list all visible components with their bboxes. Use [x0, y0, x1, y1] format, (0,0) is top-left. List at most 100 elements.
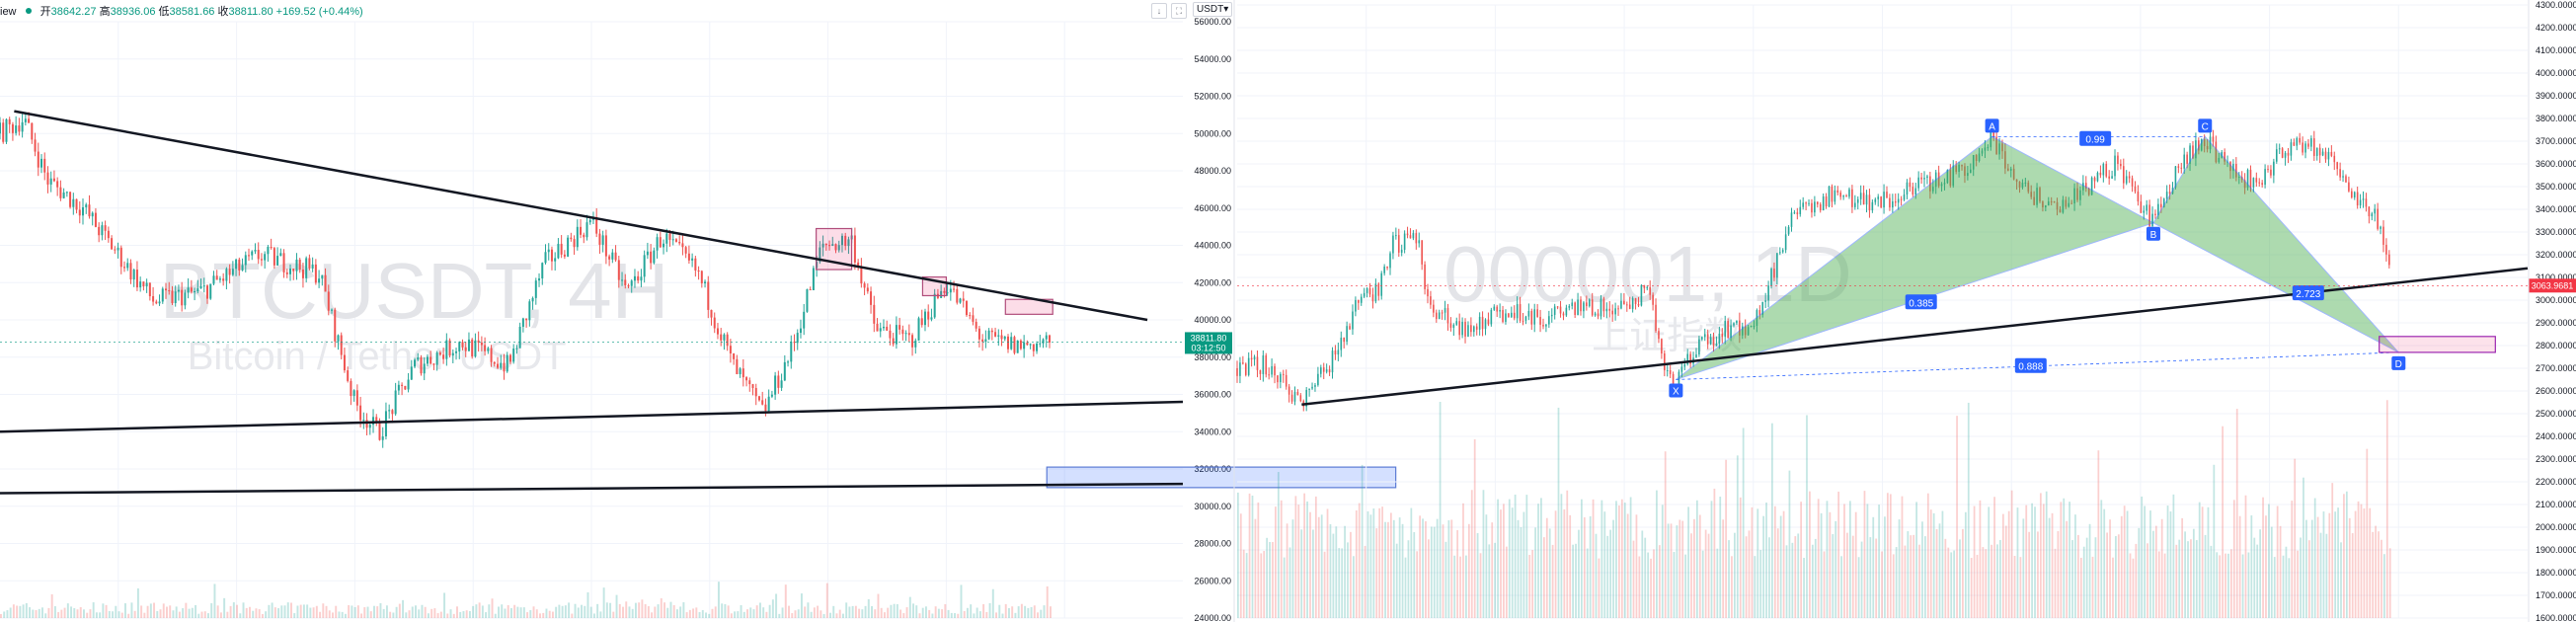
volume-bar: [2077, 534, 2079, 618]
candle-body: [777, 375, 780, 388]
volume-bar: [1647, 552, 1650, 618]
volume-bar: [213, 583, 216, 618]
volume-bar: [498, 606, 500, 618]
candle-body: [1322, 367, 1325, 372]
fullscreen-icon[interactable]: ⛶: [1171, 3, 1187, 19]
volume-bar: [918, 613, 921, 618]
candle-body: [700, 271, 703, 283]
volume-bar: [277, 608, 280, 618]
volume-bar: [1915, 502, 1917, 618]
candle-body: [2261, 183, 2263, 186]
volume-bar: [899, 609, 902, 618]
volume-bar: [758, 602, 761, 618]
candle-body: [1880, 196, 1882, 208]
candle-body: [956, 288, 959, 303]
volume-bar: [475, 604, 478, 618]
volume-bar: [1771, 423, 1773, 618]
volume-bar: [970, 604, 973, 618]
candle-body: [91, 212, 94, 217]
volume-bar: [1684, 554, 1687, 618]
volume-bar: [348, 604, 351, 618]
candle-body: [1761, 301, 1764, 315]
volume-bar: [890, 604, 893, 618]
candle-body: [2183, 154, 2186, 169]
candle-body: [1605, 308, 1608, 312]
candle-body: [1669, 369, 1672, 374]
volume-bar: [1560, 494, 1563, 618]
candle-body: [1591, 299, 1594, 316]
volume-bar: [268, 604, 271, 618]
candle-body: [1403, 233, 1406, 250]
candle-body: [1680, 366, 1683, 372]
volume-bar: [86, 612, 89, 618]
volume-bar: [2120, 515, 2123, 618]
volume-bar: [2117, 534, 2120, 618]
candle-body: [1545, 324, 1547, 327]
candle-body: [866, 287, 869, 292]
candle-body: [2313, 138, 2315, 156]
candle-body: [694, 258, 697, 271]
volume-bar: [385, 605, 388, 618]
candle-body: [2206, 146, 2209, 150]
candle-body: [2293, 142, 2296, 146]
volume-bar: [178, 611, 181, 618]
candle-body: [824, 243, 827, 246]
volume-bar: [1595, 533, 1598, 618]
candle-body: [31, 122, 34, 140]
candle-body: [1730, 325, 1732, 339]
candle-body: [148, 282, 151, 297]
volume-bar: [883, 612, 886, 618]
candle-body: [1519, 304, 1522, 321]
candle-body: [2377, 208, 2379, 229]
volume-bar: [449, 609, 452, 618]
candle-body: [733, 353, 736, 359]
volume-bar: [1001, 613, 1004, 618]
candle-body: [1280, 373, 1282, 383]
unit-selector[interactable]: USDT▾: [1193, 2, 1233, 17]
volume-bar: [1467, 523, 1470, 618]
harmonic-point-label: X: [1673, 387, 1679, 398]
volume-bar: [711, 608, 714, 618]
candle-body: [1625, 304, 1628, 306]
harmonic-point-label: C: [2202, 121, 2209, 132]
candle-body: [1877, 196, 1880, 199]
volume-bar: [2213, 464, 2216, 618]
candle-body: [2351, 191, 2353, 198]
volume-bar: [1575, 543, 1577, 618]
volume-bar: [771, 599, 774, 618]
volume-bar: [545, 608, 548, 618]
volume-bar: [1791, 542, 1794, 618]
candle-body: [2073, 188, 2075, 204]
volume-bar: [2085, 537, 2088, 618]
candle-body: [972, 315, 975, 322]
y-tick-label: 3500.0000: [2536, 182, 2576, 192]
volume-bar: [1653, 549, 1655, 618]
volume-bar: [1369, 514, 1372, 618]
candle-body: [940, 290, 943, 298]
volume-bar: [1503, 504, 1505, 618]
candle-body: [1290, 394, 1293, 402]
candle-body: [656, 237, 659, 251]
volume-bar: [937, 608, 940, 618]
candle-body: [943, 290, 946, 293]
candle-body: [282, 253, 285, 272]
candle-body: [251, 251, 254, 256]
candle-body: [1608, 308, 1611, 311]
candle-body: [563, 254, 566, 257]
volume-bar: [1970, 558, 1973, 618]
volume-bar: [252, 610, 255, 618]
candle-body: [352, 390, 355, 397]
volume-bar: [1288, 547, 1291, 618]
volume-bar: [2351, 533, 2354, 618]
candle-body: [1975, 155, 1978, 161]
volume-bar: [1300, 529, 1303, 618]
volume-bar: [1785, 545, 1788, 618]
candle-body: [2252, 178, 2255, 188]
scroll-down-icon[interactable]: ↓: [1151, 3, 1167, 19]
candle-body: [231, 269, 234, 275]
volume-bar: [727, 605, 730, 618]
volume-bar: [858, 608, 861, 618]
volume-bar: [1257, 502, 1260, 618]
candle-body: [1571, 302, 1574, 306]
